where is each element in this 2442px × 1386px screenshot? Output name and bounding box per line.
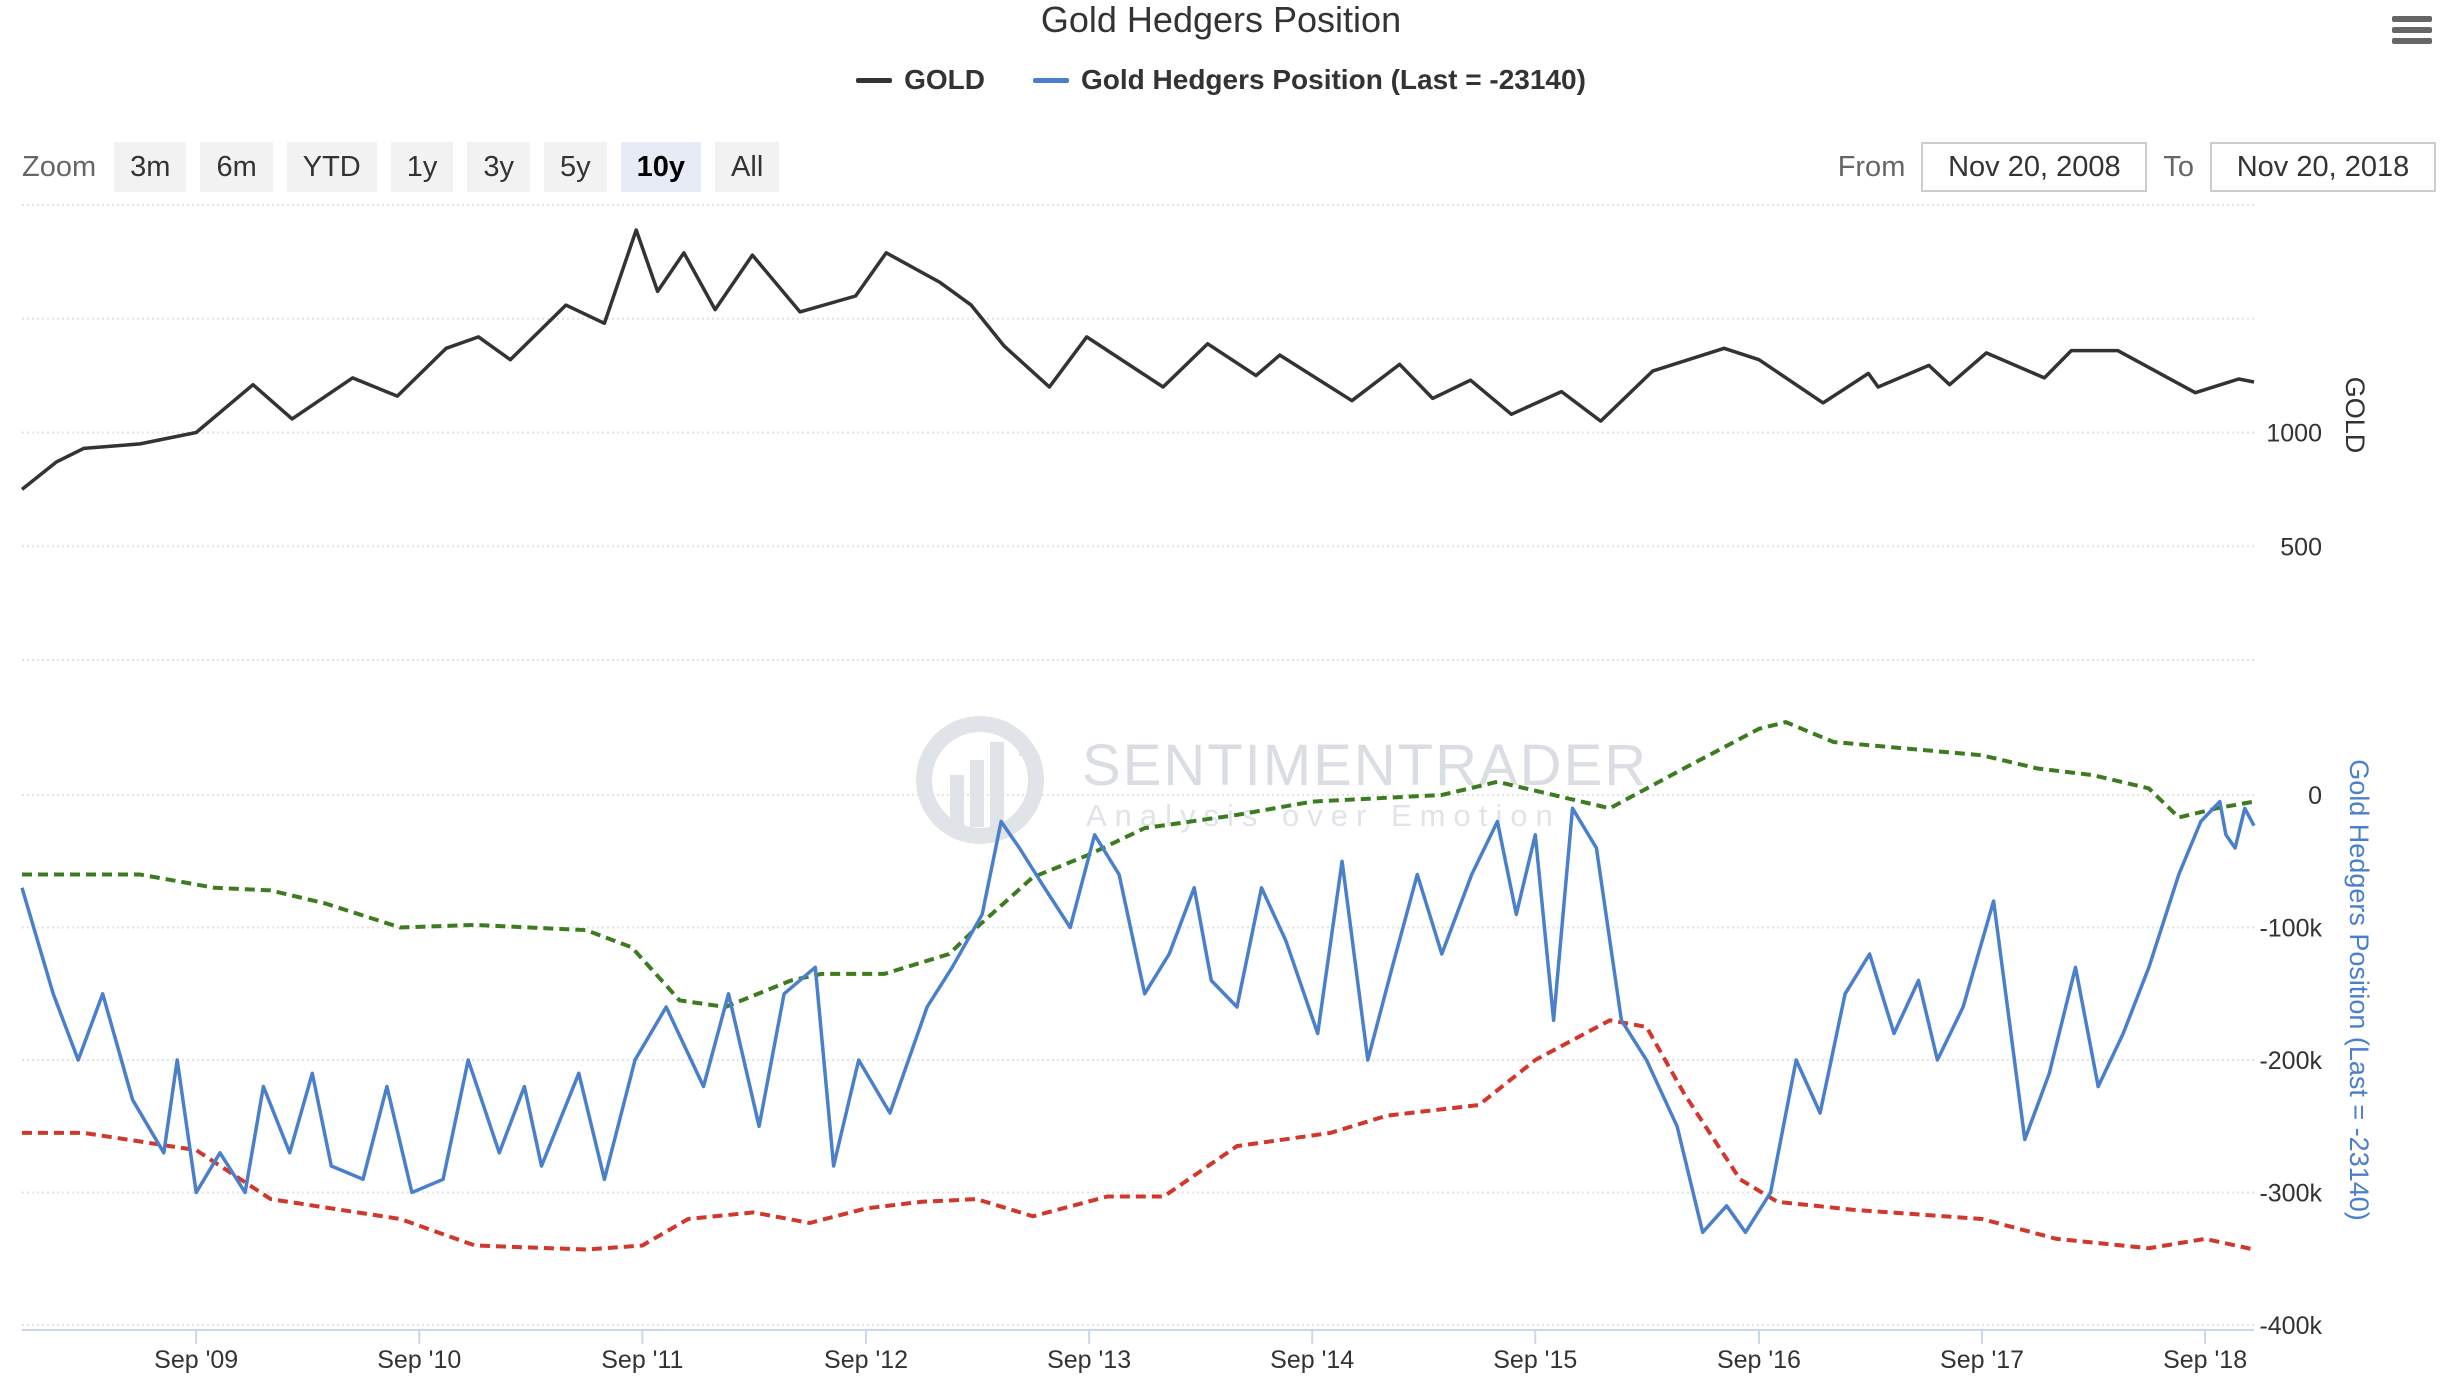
legend-swatch-hedgers xyxy=(1032,77,1069,83)
hamburger-menu-icon[interactable] xyxy=(2392,16,2432,50)
x-axis: Sep '09 Sep '10 Sep '11 Sep '12 Sep '13 Sep '… xyxy=(22,1329,2254,1374)
watermark-logo-bar xyxy=(990,742,1004,827)
date-range: From To xyxy=(1838,142,2436,192)
gold-tick-label: 500 xyxy=(2280,533,2322,561)
legend-swatch-gold xyxy=(856,77,893,83)
zoom-3m-button[interactable]: 3m xyxy=(114,142,187,192)
to-label: To xyxy=(2163,150,2194,183)
x-tick-label: Sep '18 xyxy=(2163,1346,2247,1374)
upper-band-line xyxy=(22,719,2255,1010)
zoom-all-button[interactable]: All xyxy=(715,142,780,192)
lower-band-line xyxy=(22,1018,2255,1252)
watermark-logo-bar xyxy=(970,760,984,827)
grid-lines xyxy=(22,204,2254,1326)
from-date-input[interactable] xyxy=(1921,142,2148,192)
watermark-logo-bar xyxy=(950,775,964,827)
watermark: SENTIMENTRADER Analysis over Emotion xyxy=(916,716,1648,844)
x-tick-label: Sep '17 xyxy=(1940,1346,2024,1374)
zoom-3y-button[interactable]: 3y xyxy=(467,142,531,192)
x-tick-label: Sep '12 xyxy=(824,1346,908,1374)
hedgers-tick-label: -100k xyxy=(2259,915,2322,943)
hedgers-series-line xyxy=(20,799,2256,1235)
gold-series-line xyxy=(20,228,2255,491)
x-tick-label: Sep '11 xyxy=(601,1346,683,1374)
watermark-logo-icon xyxy=(916,716,1044,844)
hedgers-tick-label: -300k xyxy=(2259,1180,2322,1208)
watermark-brand: SENTIMENTRADER xyxy=(1082,733,1648,798)
x-tick-label: Sep '10 xyxy=(377,1346,461,1374)
zoom-controls: Zoom 3m 6m YTD 1y 3y 5y 10y All xyxy=(22,142,780,192)
legend: GOLD Gold Hedgers Position (Last = -2314… xyxy=(0,64,2442,96)
gold-tick-label: 1000 xyxy=(2266,420,2322,448)
legend-label-hedgers: Gold Hedgers Position (Last = -23140) xyxy=(1080,64,1586,95)
legend-label-gold: GOLD xyxy=(904,64,985,95)
legend-item-gold[interactable]: GOLD xyxy=(856,64,985,96)
x-tick-label: Sep '09 xyxy=(154,1346,238,1374)
x-tick-label: Sep '15 xyxy=(1493,1346,1577,1374)
x-tick-label: Sep '16 xyxy=(1717,1346,1801,1374)
x-tick-label: Sep '14 xyxy=(1270,1346,1354,1374)
zoom-label: Zoom xyxy=(22,150,97,183)
menu-bar xyxy=(2392,38,2432,44)
y-axis-hedgers: 0 -100k -200k -300k -400k xyxy=(2259,782,2322,1340)
chart-title: Gold Hedgers Position xyxy=(1040,0,1402,40)
zoom-10y-button[interactable]: 10y xyxy=(620,142,702,192)
hedgers-tick-label: -400k xyxy=(2259,1312,2322,1340)
hedgers-tick-label: 0 xyxy=(2308,782,2322,810)
x-tick-label: Sep '13 xyxy=(1047,1346,1131,1374)
menu-bar xyxy=(2392,27,2432,33)
watermark-arrow-icon xyxy=(1018,740,1040,756)
y-axis-gold: 500 1000 xyxy=(2266,420,2322,562)
menu-bar xyxy=(2392,16,2432,22)
zoom-ytd-button[interactable]: YTD xyxy=(286,142,377,192)
zoom-6m-button[interactable]: 6m xyxy=(200,142,273,192)
to-date-input[interactable] xyxy=(2210,142,2436,192)
hedgers-axis-title: Gold Hedgers Position (Last = -23140) xyxy=(2344,759,2374,1221)
from-label: From xyxy=(1837,150,1906,183)
series-layer xyxy=(20,228,2256,1252)
zoom-1y-button[interactable]: 1y xyxy=(390,142,454,192)
hedgers-tick-label: -200k xyxy=(2259,1047,2322,1075)
zoom-5y-button[interactable]: 5y xyxy=(544,142,607,192)
gold-axis-title: GOLD xyxy=(2340,377,2370,454)
legend-item-hedgers[interactable]: Gold Hedgers Position (Last = -23140) xyxy=(1032,64,1586,96)
